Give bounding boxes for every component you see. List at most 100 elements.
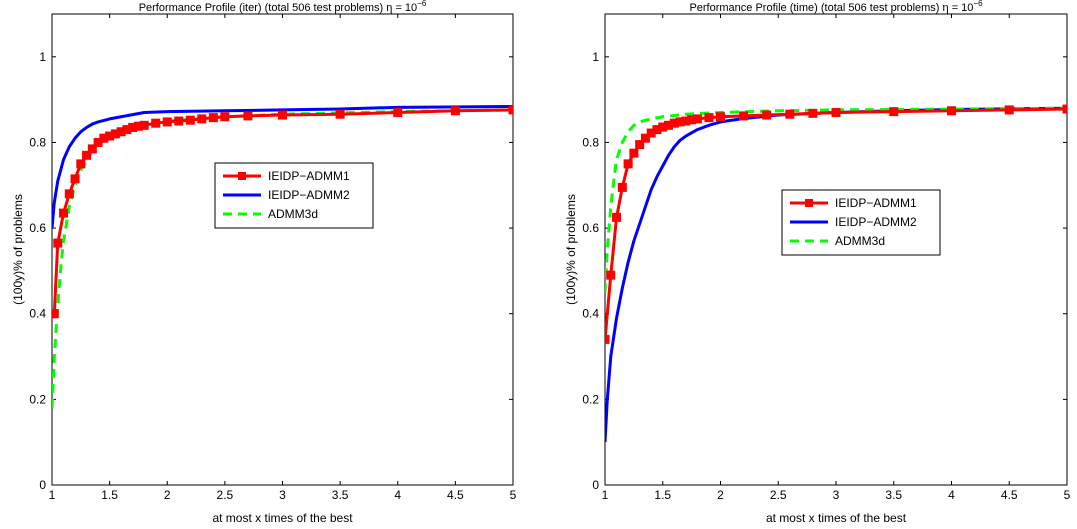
legend-marker [238, 172, 246, 180]
y-tick-label: 0.2 [29, 392, 46, 406]
x-tick-label: 3 [279, 488, 286, 502]
x-tick-label: 1.5 [101, 488, 118, 502]
legend-label: ADMM3d [835, 234, 885, 248]
legend-label: IEIDP−ADMM2 [268, 188, 350, 202]
data-point [629, 148, 639, 158]
y-tick-label: 0 [39, 478, 46, 492]
plot-area [51, 13, 514, 486]
data-point [151, 118, 161, 128]
x-tick-label: 3 [833, 488, 840, 502]
y-tick-label: 0.6 [29, 221, 46, 235]
data-point [716, 112, 725, 122]
data-point [76, 159, 86, 169]
data-point [606, 270, 616, 280]
data-point [605, 334, 610, 344]
data-point [70, 174, 80, 184]
x-tick-label: 4 [948, 488, 955, 502]
x-tick-label: 2 [717, 488, 724, 502]
y-tick-label: 0 [592, 478, 599, 492]
y-tick-label: 0.4 [29, 307, 46, 321]
data-point [889, 107, 899, 117]
data-point [162, 117, 172, 127]
data-point [1062, 104, 1067, 114]
data-point [1004, 105, 1014, 115]
data-point [450, 106, 460, 116]
data-point [197, 114, 207, 124]
legend-label: ADMM3d [268, 207, 318, 221]
data-point [393, 107, 403, 117]
x-tick-label: 4.5 [447, 488, 464, 502]
y-tick-label: 0.2 [582, 392, 599, 406]
data-point [640, 133, 650, 143]
data-point [831, 107, 841, 117]
legend: IEIDP−ADMM1 IEIDP−ADMM2 ADMM3d [781, 189, 941, 256]
chart-title-exponent: −6 [973, 0, 983, 8]
x-tick-label: 1.5 [654, 488, 671, 502]
y-axis-label: (100y)% of problems [564, 194, 578, 305]
series-IEIDP−ADMM1 [52, 105, 513, 319]
x-axis-label: at most x times of the best [766, 511, 907, 525]
data-point [87, 144, 97, 154]
data-point [785, 109, 795, 119]
legend-label: IEIDP−ADMM2 [835, 215, 917, 229]
y-tick-label: 0.8 [29, 135, 46, 149]
data-point [59, 208, 69, 218]
series-IEIDP−ADMM1 [605, 104, 1067, 344]
y-tick-label: 1 [592, 50, 599, 64]
x-tick-label: 2.5 [770, 488, 787, 502]
data-point [139, 120, 149, 130]
series-IEIDP−ADMM2 [52, 104, 513, 229]
data-point [508, 105, 513, 115]
data-point [82, 150, 92, 160]
chart-title: Performance Profile (iter) (total 506 te… [139, 0, 427, 14]
data-point [208, 113, 218, 123]
data-point [53, 238, 63, 248]
y-axis-label: (100y)% of problems [11, 194, 25, 305]
x-tick-label: 3.5 [332, 488, 349, 502]
x-tick-label: 4 [394, 488, 401, 502]
data-point [623, 159, 633, 169]
chart-1: 1 1.5 2 2.5 3 3.5 4 4.5 5 0 0.2 0.4 0.6 0.8 1 Performan… [11, 0, 517, 525]
x-tick-label: 4.5 [1001, 488, 1018, 502]
data-point [278, 110, 287, 120]
legend-label: IEIDP−ADMM1 [835, 196, 917, 210]
x-tick-label: 1 [602, 488, 609, 502]
data-point [52, 309, 59, 319]
data-point [64, 189, 74, 199]
data-point [185, 115, 195, 125]
x-axis-label: at most x times of the best [212, 511, 353, 525]
chart-2: 1 1.5 2 2.5 3 3.5 4 4.5 5 0 0.2 0.4 0.6 0.8 1 Performan… [564, 0, 1071, 525]
chart-title-main: Performance Profile (time) (total 506 te… [689, 2, 973, 14]
y-tick-label: 1 [39, 50, 46, 64]
x-tick-label: 2.5 [217, 488, 234, 502]
y-tick-label: 0.8 [582, 135, 599, 149]
data-point [947, 106, 956, 116]
legend: IEIDP−ADMM1 IEIDP−ADMM2 ADMM3d [214, 162, 374, 229]
data-point [243, 111, 253, 121]
legend-label: IEIDP−ADMM1 [268, 169, 350, 183]
x-tick-label: 3.5 [885, 488, 902, 502]
chart-title-main: Performance Profile (iter) (total 506 te… [139, 2, 417, 14]
data-point [739, 111, 749, 121]
series-line [52, 104, 513, 229]
chart-title: Performance Profile (time) (total 506 te… [689, 0, 983, 14]
data-point [635, 140, 645, 150]
data-point [335, 109, 345, 119]
chart-title-exponent: −6 [417, 0, 427, 8]
data-point [174, 116, 184, 126]
data-point [704, 113, 714, 123]
data-point [220, 112, 230, 122]
x-tick-label: 2 [164, 488, 171, 502]
data-point [617, 182, 627, 192]
x-tick-label: 5 [1064, 488, 1071, 502]
data-point [808, 108, 818, 118]
x-tick-label: 5 [510, 488, 517, 502]
legend-marker [805, 199, 813, 207]
data-point [692, 114, 702, 124]
data-point [612, 212, 622, 222]
x-tick-label: 1 [49, 488, 56, 502]
y-tick-label: 0.4 [582, 307, 599, 321]
data-point [762, 110, 772, 120]
y-tick-label: 0.6 [582, 221, 599, 235]
